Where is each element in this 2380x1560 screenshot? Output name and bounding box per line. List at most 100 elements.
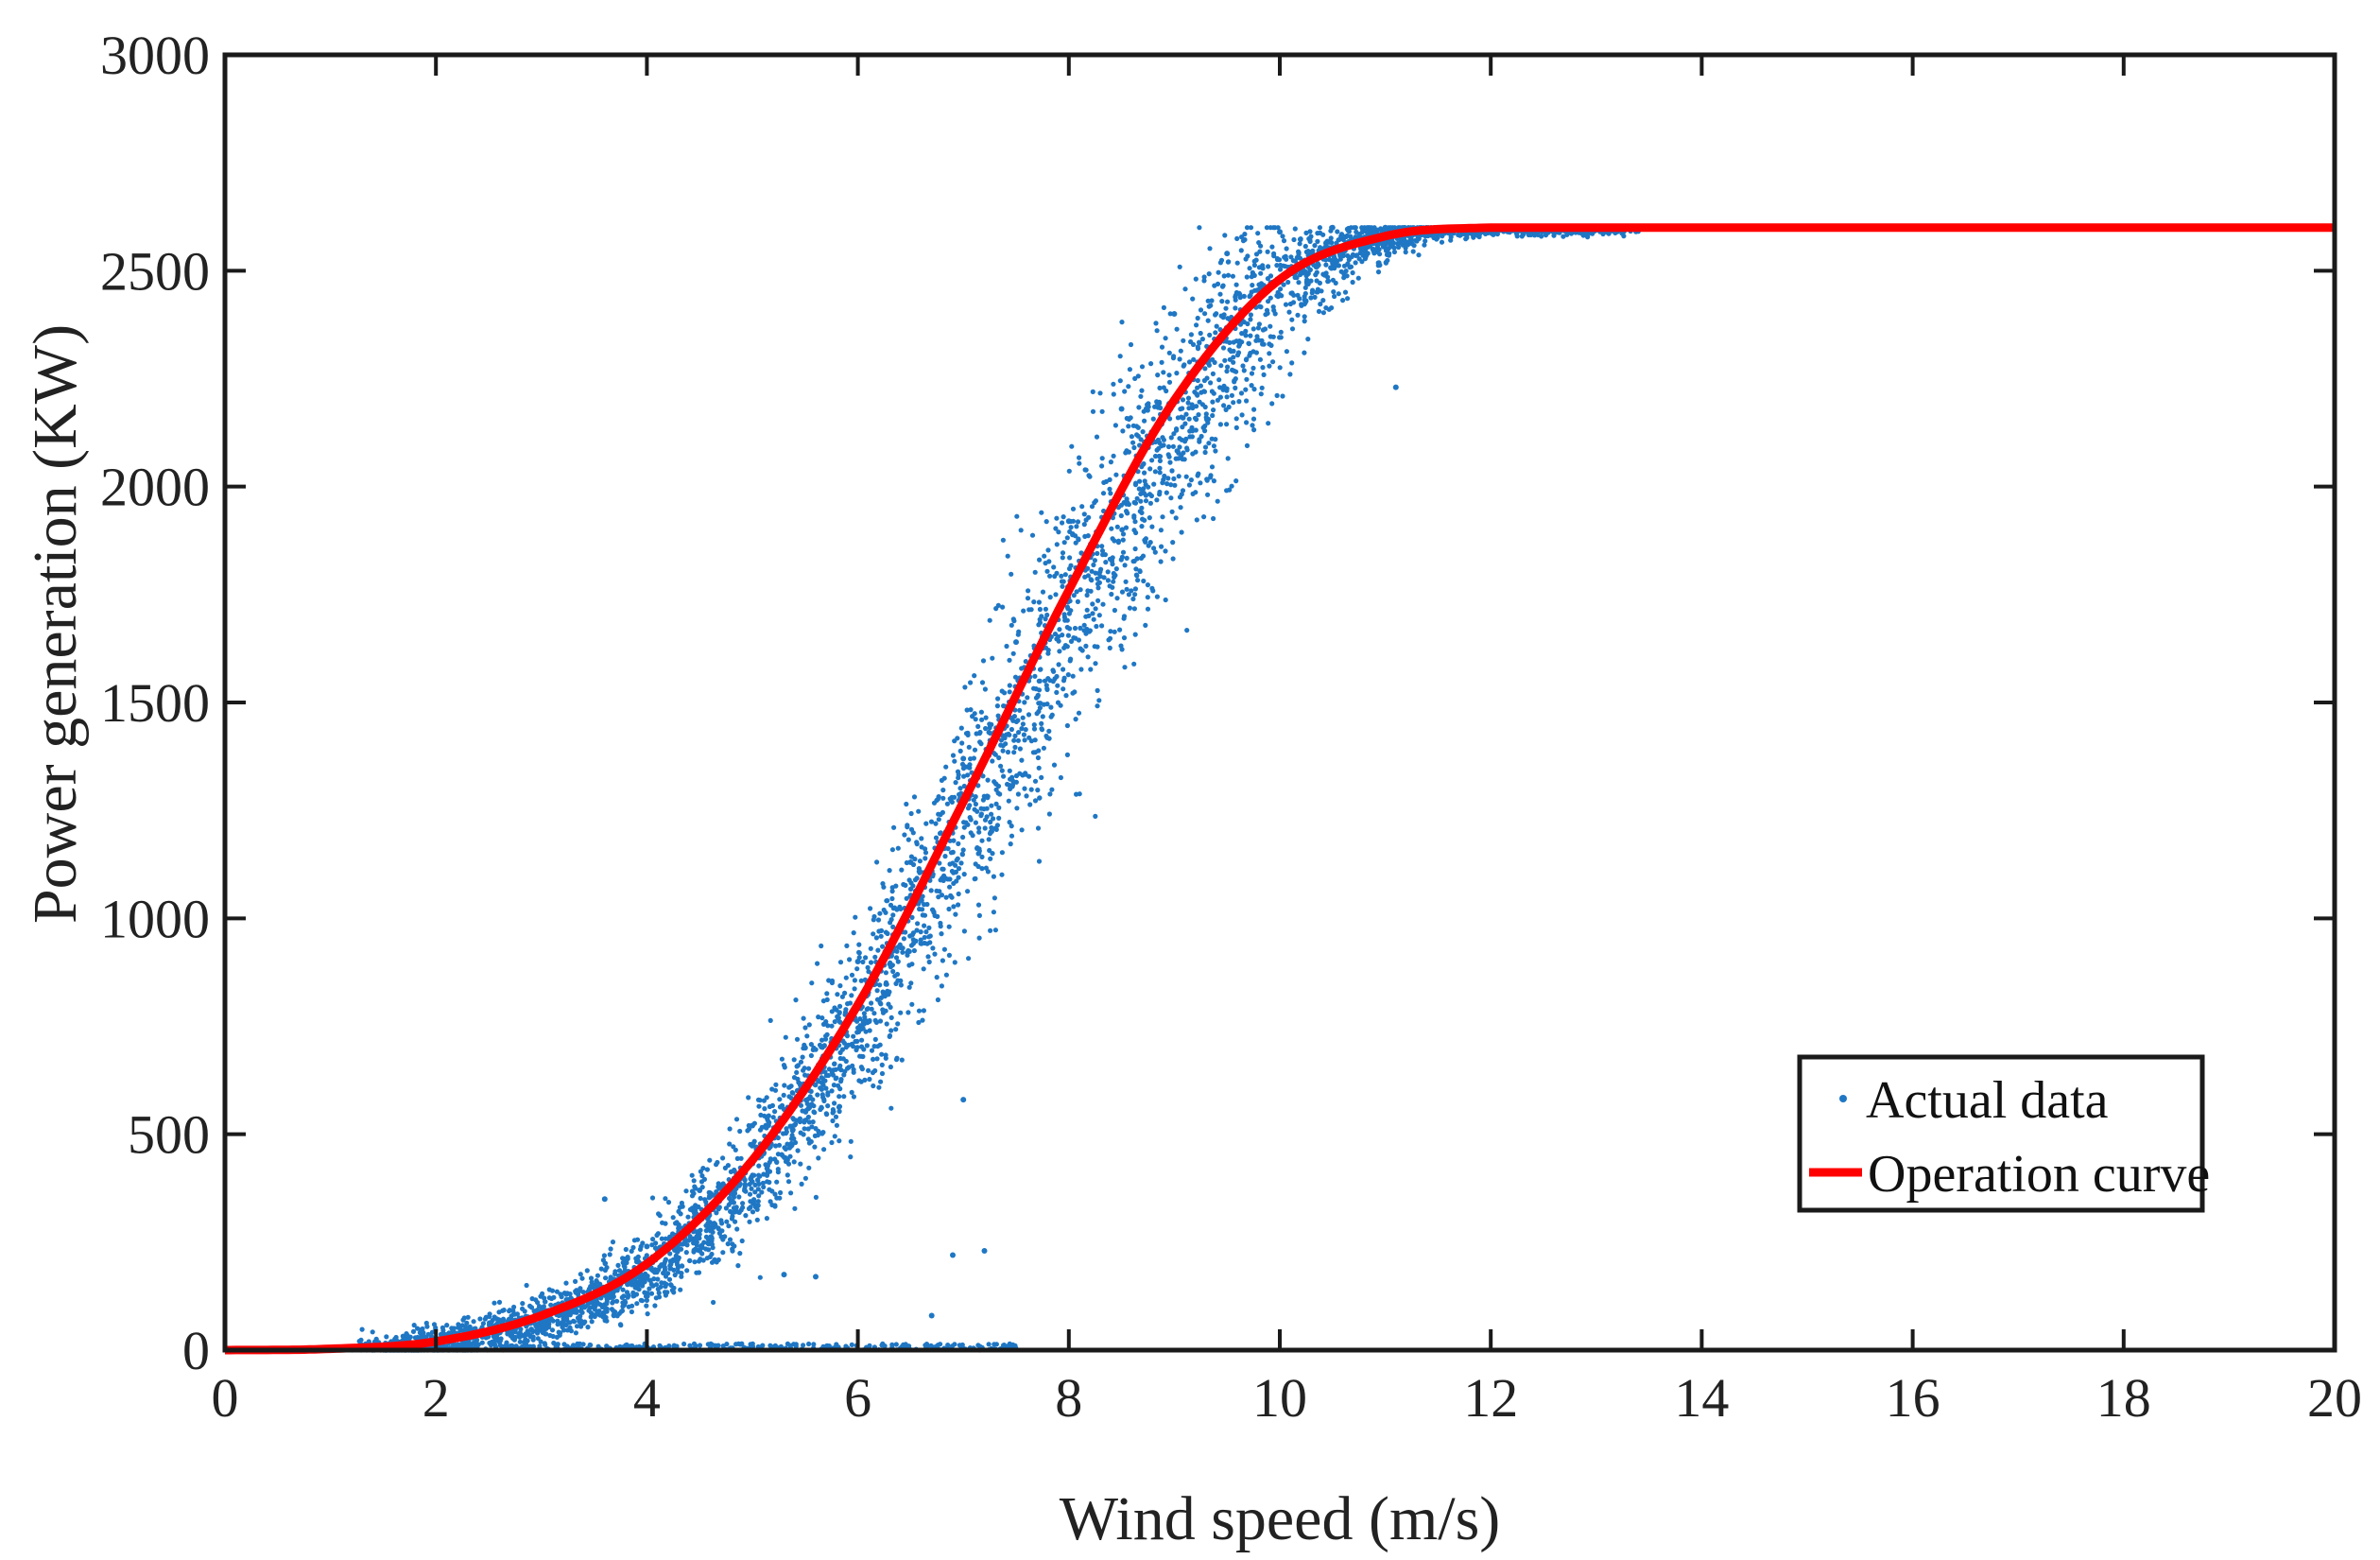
scatter-point xyxy=(1323,270,1329,276)
scatter-point xyxy=(1194,322,1199,328)
scatter-point xyxy=(816,1155,821,1161)
scatter-point xyxy=(648,1291,655,1296)
scatter-point xyxy=(1118,643,1124,649)
scatter-point xyxy=(1201,514,1207,520)
scatter-point xyxy=(754,1217,760,1222)
scatter-point xyxy=(996,805,1002,811)
scatter-point xyxy=(1110,562,1115,567)
scatter-point xyxy=(1061,686,1066,692)
scatter-point xyxy=(939,893,945,898)
scatter-point xyxy=(667,1251,673,1257)
scatter-point xyxy=(1204,477,1210,482)
scatter-point xyxy=(549,1295,555,1302)
scatter-point xyxy=(1100,601,1106,607)
scatter-point xyxy=(1075,598,1080,605)
scatter-point xyxy=(1011,618,1017,624)
scatter-point xyxy=(882,991,888,997)
scatter-point xyxy=(1225,299,1231,304)
scatter-point xyxy=(714,1210,719,1216)
scatter-point xyxy=(1180,425,1185,430)
scatter-point xyxy=(809,1124,815,1130)
scatter-point xyxy=(1084,607,1090,613)
scatter-point xyxy=(1020,715,1026,720)
scatter-point xyxy=(861,1047,867,1052)
scatter-point xyxy=(1157,454,1164,459)
scatter-point xyxy=(1233,425,1239,430)
scatter-point xyxy=(1250,365,1256,371)
scatter-point xyxy=(440,1325,445,1330)
scatter-point xyxy=(508,1330,514,1336)
scatter-point xyxy=(1267,351,1272,356)
scatter-point xyxy=(823,1111,829,1117)
scatter-point xyxy=(836,1019,843,1025)
scatter-point xyxy=(893,1027,899,1032)
scatter-point xyxy=(1250,416,1257,422)
scatter-point xyxy=(1265,249,1270,254)
scatter-point xyxy=(1100,552,1106,558)
scatter-point xyxy=(1178,348,1183,354)
scatter-point xyxy=(1386,240,1391,246)
scatter-point xyxy=(1064,535,1070,541)
scatter-point xyxy=(1224,422,1230,427)
scatter-point xyxy=(1154,594,1160,599)
scatter-point xyxy=(538,1339,543,1344)
scatter-point xyxy=(927,933,933,939)
scatter-point xyxy=(1188,477,1194,483)
scatter-point xyxy=(1295,292,1301,298)
scatter-point xyxy=(1244,225,1250,231)
scatter-point xyxy=(567,1312,573,1318)
scatter-point xyxy=(1105,578,1111,583)
scatter-point xyxy=(1095,687,1100,694)
scatter-point xyxy=(1205,318,1211,323)
scatter-point xyxy=(1233,376,1238,382)
scatter-point xyxy=(1016,629,1022,634)
scatter-point xyxy=(539,1327,545,1333)
scatter-point xyxy=(1141,408,1147,414)
scatter-point xyxy=(779,1102,785,1108)
scatter-point xyxy=(1068,525,1074,530)
scatter-point xyxy=(1137,478,1143,484)
scatter-point xyxy=(766,1113,771,1118)
scatter-point xyxy=(1209,298,1215,303)
scatter-point xyxy=(573,1330,579,1336)
scatter-point xyxy=(1039,727,1045,733)
scatter-point xyxy=(471,1319,476,1325)
scatter-point xyxy=(865,964,871,970)
scatter-point xyxy=(1316,262,1321,268)
scatter-point xyxy=(864,1006,870,1013)
scatter-point xyxy=(1039,510,1044,515)
scatter-point xyxy=(1025,596,1031,601)
scatter-point xyxy=(716,1257,721,1263)
scatter-point xyxy=(823,1085,829,1091)
scatter-point xyxy=(1115,538,1121,544)
scatter-point xyxy=(1095,585,1101,591)
scatter-point xyxy=(1258,270,1264,276)
scatter-point xyxy=(956,771,961,778)
scatter-point xyxy=(1064,752,1070,758)
scatter-point xyxy=(1118,557,1124,563)
scatter-point xyxy=(644,1297,650,1303)
scatter-point xyxy=(1283,302,1289,307)
scatter-point xyxy=(1248,350,1253,356)
scatter-point xyxy=(1221,312,1227,318)
scatter-point xyxy=(1280,393,1285,399)
scatter-point xyxy=(1465,232,1471,237)
scatter-point xyxy=(887,1033,892,1039)
scatter-point xyxy=(906,962,912,968)
scatter-point xyxy=(699,1173,705,1179)
scatter-point xyxy=(983,725,989,732)
scatter-point xyxy=(1210,412,1216,419)
scatter-point xyxy=(815,1133,820,1138)
scatter-point xyxy=(890,968,896,975)
scatter-point xyxy=(533,1328,539,1334)
scatter-point xyxy=(520,1301,526,1307)
scatter-point xyxy=(989,803,994,808)
scatter-point xyxy=(1060,583,1065,589)
scatter-point xyxy=(1078,625,1083,632)
scatter-point xyxy=(1193,449,1199,455)
scatter-point xyxy=(1085,654,1091,660)
scatter-point xyxy=(973,861,978,867)
scatter-point xyxy=(574,1324,580,1329)
scatter-point xyxy=(1403,250,1408,255)
scatter-point xyxy=(992,825,998,831)
